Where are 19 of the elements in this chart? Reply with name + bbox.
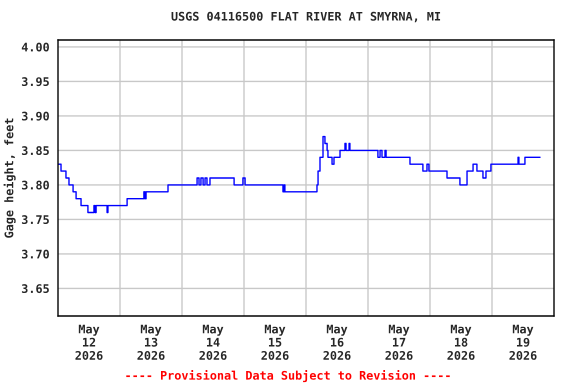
y-tick-label: 3.85 (22, 146, 49, 156)
x-tick-label: May 14 2026 (199, 324, 227, 360)
x-tick-label: May 12 2026 (75, 324, 103, 360)
x-tick-label: May 18 2026 (447, 324, 475, 360)
y-tick-label: 3.65 (22, 284, 49, 294)
y-tick-label: 4.00 (22, 42, 49, 52)
y-tick-label: 3.80 (22, 180, 49, 190)
x-tick-label: May 17 2026 (385, 324, 413, 360)
y-tick-label: 3.90 (22, 112, 49, 121)
y-axis-title: Gage height, feet (4, 118, 16, 238)
x-tick-label: May 16 2026 (323, 324, 351, 360)
y-tick-label: 3.70 (22, 250, 49, 259)
chart-title: USGS 04116500 FLAT RIVER AT SMYRNA, MI (172, 12, 440, 22)
y-tick-label: 3.75 (22, 215, 49, 224)
text: ---- Provisional Data Subject to Revision ---- (126, 370, 450, 382)
y-tick-label: 3.95 (22, 77, 49, 86)
x-tick-label: May 13 2026 (137, 324, 165, 360)
x-tick-label: May 19 2026 (509, 324, 537, 360)
x-tick-label: May 15 2026 (261, 324, 289, 360)
